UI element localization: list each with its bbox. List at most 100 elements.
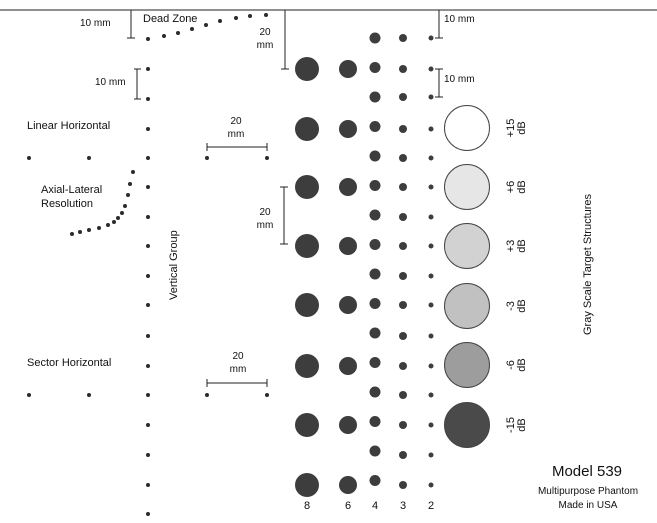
- dead-zone-depth-label-line2: mm: [257, 40, 274, 51]
- grayscale-target-unit: dB: [516, 418, 528, 431]
- vertical-target: [146, 423, 150, 427]
- linear-target: [27, 156, 31, 160]
- dead-zone-label: Dead Zone: [143, 13, 197, 25]
- target-2mm: [428, 452, 434, 458]
- target-2mm: [428, 302, 434, 308]
- target-2mm: [428, 333, 434, 339]
- model-description: Multipurpose Phantom: [538, 486, 638, 497]
- sector-width-label-line2: mm: [230, 364, 247, 375]
- target-8mm: [295, 354, 319, 378]
- grayscale-targets: +15 dB+6 dB+3 dB-3 dB-6 dB-15 dB: [444, 105, 528, 448]
- target-6mm: [339, 296, 357, 314]
- target-4mm: [369, 298, 381, 309]
- grayscale-target-label: -15 dB: [505, 417, 528, 433]
- grayscale-target-label: +15 dB: [505, 119, 528, 138]
- grayscale-target-unit: dB: [516, 358, 528, 371]
- sector-horizontal-targets: [27, 393, 269, 397]
- target-4mm: [369, 268, 381, 280]
- vertical-target: [146, 483, 150, 487]
- dead-zone-target: [204, 23, 208, 27]
- target-3mm: [399, 481, 407, 489]
- target-4mm: [369, 91, 381, 103]
- target-2mm: [428, 155, 434, 161]
- dead-zone-depth-bracket: [281, 10, 289, 70]
- grayscale-target-circle: [444, 164, 490, 210]
- target-3mm: [399, 272, 407, 280]
- target-2mm: [428, 243, 434, 249]
- column-label-4: 4: [372, 500, 378, 512]
- axial-lateral-target: [70, 232, 74, 236]
- target-8mm: [295, 293, 319, 317]
- target-4mm: [369, 121, 381, 132]
- axial-lateral-target: [97, 226, 101, 230]
- axial-lateral-target: [106, 223, 110, 227]
- target-4mm: [369, 150, 381, 162]
- axial-lateral-target: [131, 170, 135, 174]
- axial-lateral-target: [87, 228, 91, 232]
- linear-target: [205, 156, 209, 160]
- target-6mm: [339, 178, 357, 196]
- vertical-target: [146, 244, 150, 248]
- grayscale-target-circle: [444, 105, 490, 151]
- target-4mm: [369, 386, 381, 398]
- vertical-target: [146, 156, 150, 160]
- target-4mm: [369, 475, 381, 486]
- axial-lateral-target: [78, 230, 82, 234]
- dead-zone-target: [146, 37, 150, 41]
- target-2mm: [428, 66, 434, 72]
- target-8mm: [295, 234, 319, 258]
- grayscale-target-circle: [444, 283, 490, 329]
- top-right-dimension-bracket: [435, 10, 443, 39]
- linear-width-label-line1: 20: [230, 116, 242, 127]
- axial-lateral-target: [116, 216, 120, 220]
- dead-zone-target: [162, 34, 166, 38]
- target-3mm: [399, 242, 407, 250]
- dead-zone-target: [234, 16, 238, 20]
- top-right-dimension-label: 10 mm: [444, 14, 475, 25]
- linear-horizontal-label: Linear Horizontal: [27, 120, 110, 132]
- column-labels: 8 6 4 3 2: [304, 500, 434, 512]
- target-3mm: [399, 362, 407, 370]
- grayscale-target-label: -6 dB: [505, 358, 528, 371]
- target-2mm: [428, 363, 434, 369]
- grayscale-target-value: -6: [505, 360, 517, 370]
- vertical-group-label: Vertical Group: [168, 230, 180, 300]
- row-spacing-label-line1: 20: [259, 207, 271, 218]
- target-2mm: [428, 482, 434, 488]
- anechoic-target-grid: [295, 32, 434, 497]
- target-3mm: [399, 65, 407, 73]
- axial-lateral-target: [123, 204, 127, 208]
- target-4mm: [369, 180, 381, 191]
- vertical-target: [146, 334, 150, 338]
- target-4mm: [369, 445, 381, 457]
- grayscale-target-circle: [444, 402, 490, 448]
- target-2mm: [428, 94, 434, 100]
- vertical-target: [146, 274, 150, 278]
- dead-zone-target: [264, 13, 268, 17]
- sector-horizontal-label: Sector Horizontal: [27, 357, 111, 369]
- grayscale-label: Gray Scale Target Structures: [582, 193, 594, 335]
- vertical-target: [146, 303, 150, 307]
- target-3mm: [399, 391, 407, 399]
- target-8mm: [295, 57, 319, 81]
- target-2mm: [428, 214, 434, 220]
- column-label-2: 2: [428, 500, 434, 512]
- target-2mm: [428, 392, 434, 398]
- sector-target: [205, 393, 209, 397]
- sector-target: [27, 393, 31, 397]
- target-3mm: [399, 125, 407, 133]
- target-6mm: [339, 120, 357, 138]
- linear-target: [87, 156, 91, 160]
- sector-width-bracket: [206, 379, 268, 387]
- vertical-target: [146, 97, 150, 101]
- axial-lateral-target: [126, 193, 130, 197]
- axial-lateral-label-line1: Axial-Lateral: [41, 184, 102, 196]
- target-4mm: [369, 239, 381, 250]
- top-left-dimension-label: 10 mm: [80, 18, 111, 29]
- grayscale-target-unit: dB: [516, 121, 528, 134]
- column-label-3: 3: [400, 500, 406, 512]
- target-3mm: [399, 421, 407, 429]
- row-spacing-bracket: [280, 186, 288, 245]
- target-6mm: [339, 416, 357, 434]
- sector-target: [265, 393, 269, 397]
